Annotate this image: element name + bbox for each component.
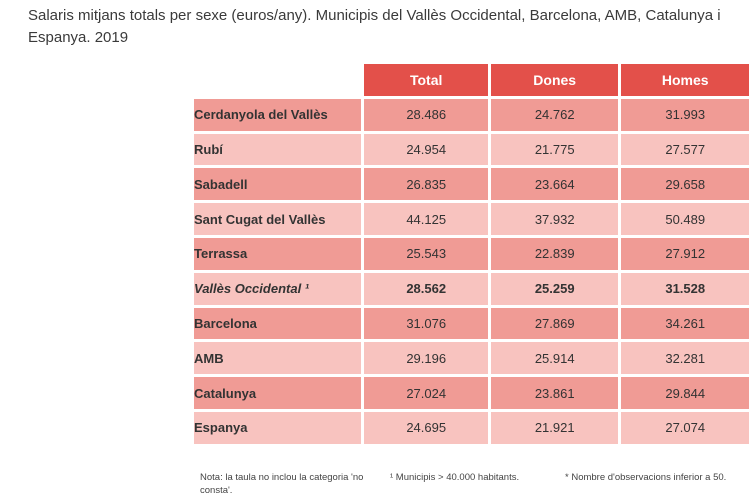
cell-total: 31.076 <box>364 307 488 340</box>
cell-dones: 21.921 <box>490 411 619 444</box>
cell-total: 28.562 <box>364 272 488 305</box>
row-label: Sabadell <box>194 168 362 201</box>
table-title: Salaris mitjans totals per sexe (euros/a… <box>28 7 721 46</box>
row-label: Espanya <box>194 411 362 444</box>
table-row: Cerdanyola del Vallès 28.486 24.762 31.9… <box>194 98 749 131</box>
row-label: Sant Cugat del Vallès <box>194 203 362 235</box>
cell-total: 44.125 <box>364 203 488 235</box>
cell-homes: 31.993 <box>621 98 749 131</box>
table-row: Sabadell 26.835 23.664 29.658 <box>194 168 749 201</box>
footnote-municipis: ¹ Municipis > 40.000 habitants. <box>390 472 520 483</box>
table-row: Espanya 24.695 21.921 27.074 <box>194 411 749 444</box>
cell-dones: 25.259 <box>490 272 619 305</box>
cell-homes: 29.844 <box>621 377 749 409</box>
cell-total: 24.695 <box>364 411 488 444</box>
cell-total: 25.543 <box>364 237 488 270</box>
row-label: Barcelona <box>194 307 362 340</box>
header-row: Total Dones Homes <box>194 64 749 96</box>
cell-homes: 32.281 <box>621 342 749 375</box>
row-label: Vallès Occidental ¹ <box>194 272 362 305</box>
table-row: AMB 29.196 25.914 32.281 <box>194 342 749 375</box>
cell-homes: 50.489 <box>621 203 749 235</box>
table-row: Catalunya 27.024 23.861 29.844 <box>194 377 749 409</box>
corner-cell <box>194 64 361 96</box>
cell-dones: 25.914 <box>490 342 619 375</box>
cell-dones: 27.869 <box>490 307 619 340</box>
cell-homes: 27.912 <box>621 237 749 270</box>
cell-dones: 37.932 <box>490 203 619 235</box>
cell-dones: 21.775 <box>490 133 619 166</box>
salaries-table: Total Dones Homes Cerdanyola del Vallès … <box>191 61 752 447</box>
cell-dones: 23.861 <box>490 377 619 409</box>
table-row: Rubí 24.954 21.775 27.577 <box>194 133 749 166</box>
cell-homes: 27.577 <box>621 133 749 166</box>
row-label: Terrassa <box>194 237 362 270</box>
footnote-observacions: * Nombre d'observacions inferior a 50. <box>565 472 727 483</box>
row-label: Rubí <box>194 133 362 166</box>
table-row-aggregate: Vallès Occidental ¹ 28.562 25.259 31.528 <box>194 272 749 305</box>
cell-total: 27.024 <box>364 377 488 409</box>
cell-homes: 29.658 <box>621 168 749 201</box>
cell-homes: 31.528 <box>621 272 749 305</box>
cell-dones: 24.762 <box>490 98 619 131</box>
row-label: Cerdanyola del Vallès <box>194 98 362 131</box>
cell-total: 29.196 <box>364 342 488 375</box>
table-row: Barcelona 31.076 27.869 34.261 <box>194 307 749 340</box>
col-header-dones: Dones <box>490 64 619 96</box>
cell-total: 26.835 <box>364 168 488 201</box>
cell-total: 28.486 <box>364 98 488 131</box>
cell-total: 24.954 <box>364 133 488 166</box>
row-label: Catalunya <box>194 377 362 409</box>
col-header-total: Total <box>364 64 488 96</box>
cell-dones: 23.664 <box>490 168 619 201</box>
cell-homes: 34.261 <box>621 307 749 340</box>
col-header-homes: Homes <box>621 64 749 96</box>
table-row: Terrassa 25.543 22.839 27.912 <box>194 237 749 270</box>
table-row: Sant Cugat del Vallès 44.125 37.932 50.4… <box>194 203 749 235</box>
footnote-note: Nota: la taula no inclou la categoria 'n… <box>200 472 364 496</box>
cell-dones: 22.839 <box>490 237 619 270</box>
cell-homes: 27.074 <box>621 411 749 444</box>
row-label: AMB <box>194 342 362 375</box>
